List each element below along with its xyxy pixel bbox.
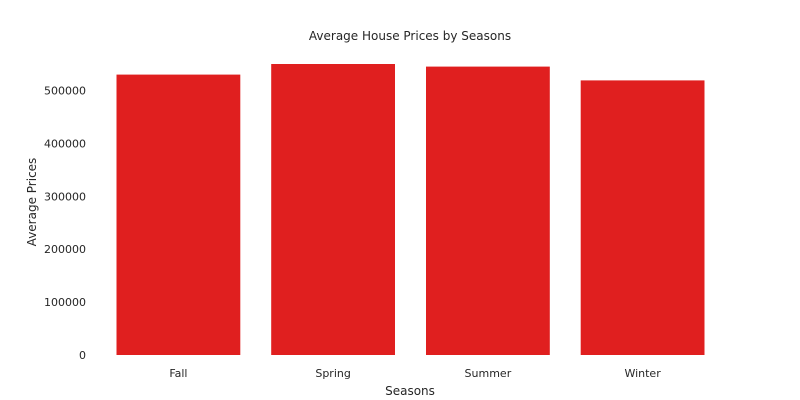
y-tick-labels: 0 100000 200000 300000 400000 500000 — [44, 85, 86, 363]
bar-winter — [580, 80, 705, 356]
bar-summer — [426, 66, 550, 355]
bar-spring — [271, 64, 395, 355]
x-tick-label-winter: Winter — [624, 367, 661, 380]
x-tick-labels: Fall Spring Summer Winter — [169, 367, 661, 380]
x-tick-label-fall: Fall — [169, 367, 187, 380]
y-tick-label-200000: 200000 — [44, 243, 86, 256]
x-axis-label: Seasons — [385, 384, 435, 398]
chart-title: Average House Prices by Seasons — [309, 29, 511, 43]
y-tick-label-500000: 500000 — [44, 85, 86, 98]
y-tick-label-100000: 100000 — [44, 296, 86, 309]
x-tick-label-spring: Spring — [315, 367, 351, 380]
y-axis-label: Average Prices — [25, 158, 39, 247]
y-tick-label-0: 0 — [79, 349, 86, 362]
bars-group — [116, 64, 705, 356]
x-tick-label-summer: Summer — [465, 367, 512, 380]
y-tick-label-300000: 300000 — [44, 190, 86, 203]
y-tick-label-400000: 400000 — [44, 137, 86, 150]
bar-fall — [116, 74, 241, 355]
